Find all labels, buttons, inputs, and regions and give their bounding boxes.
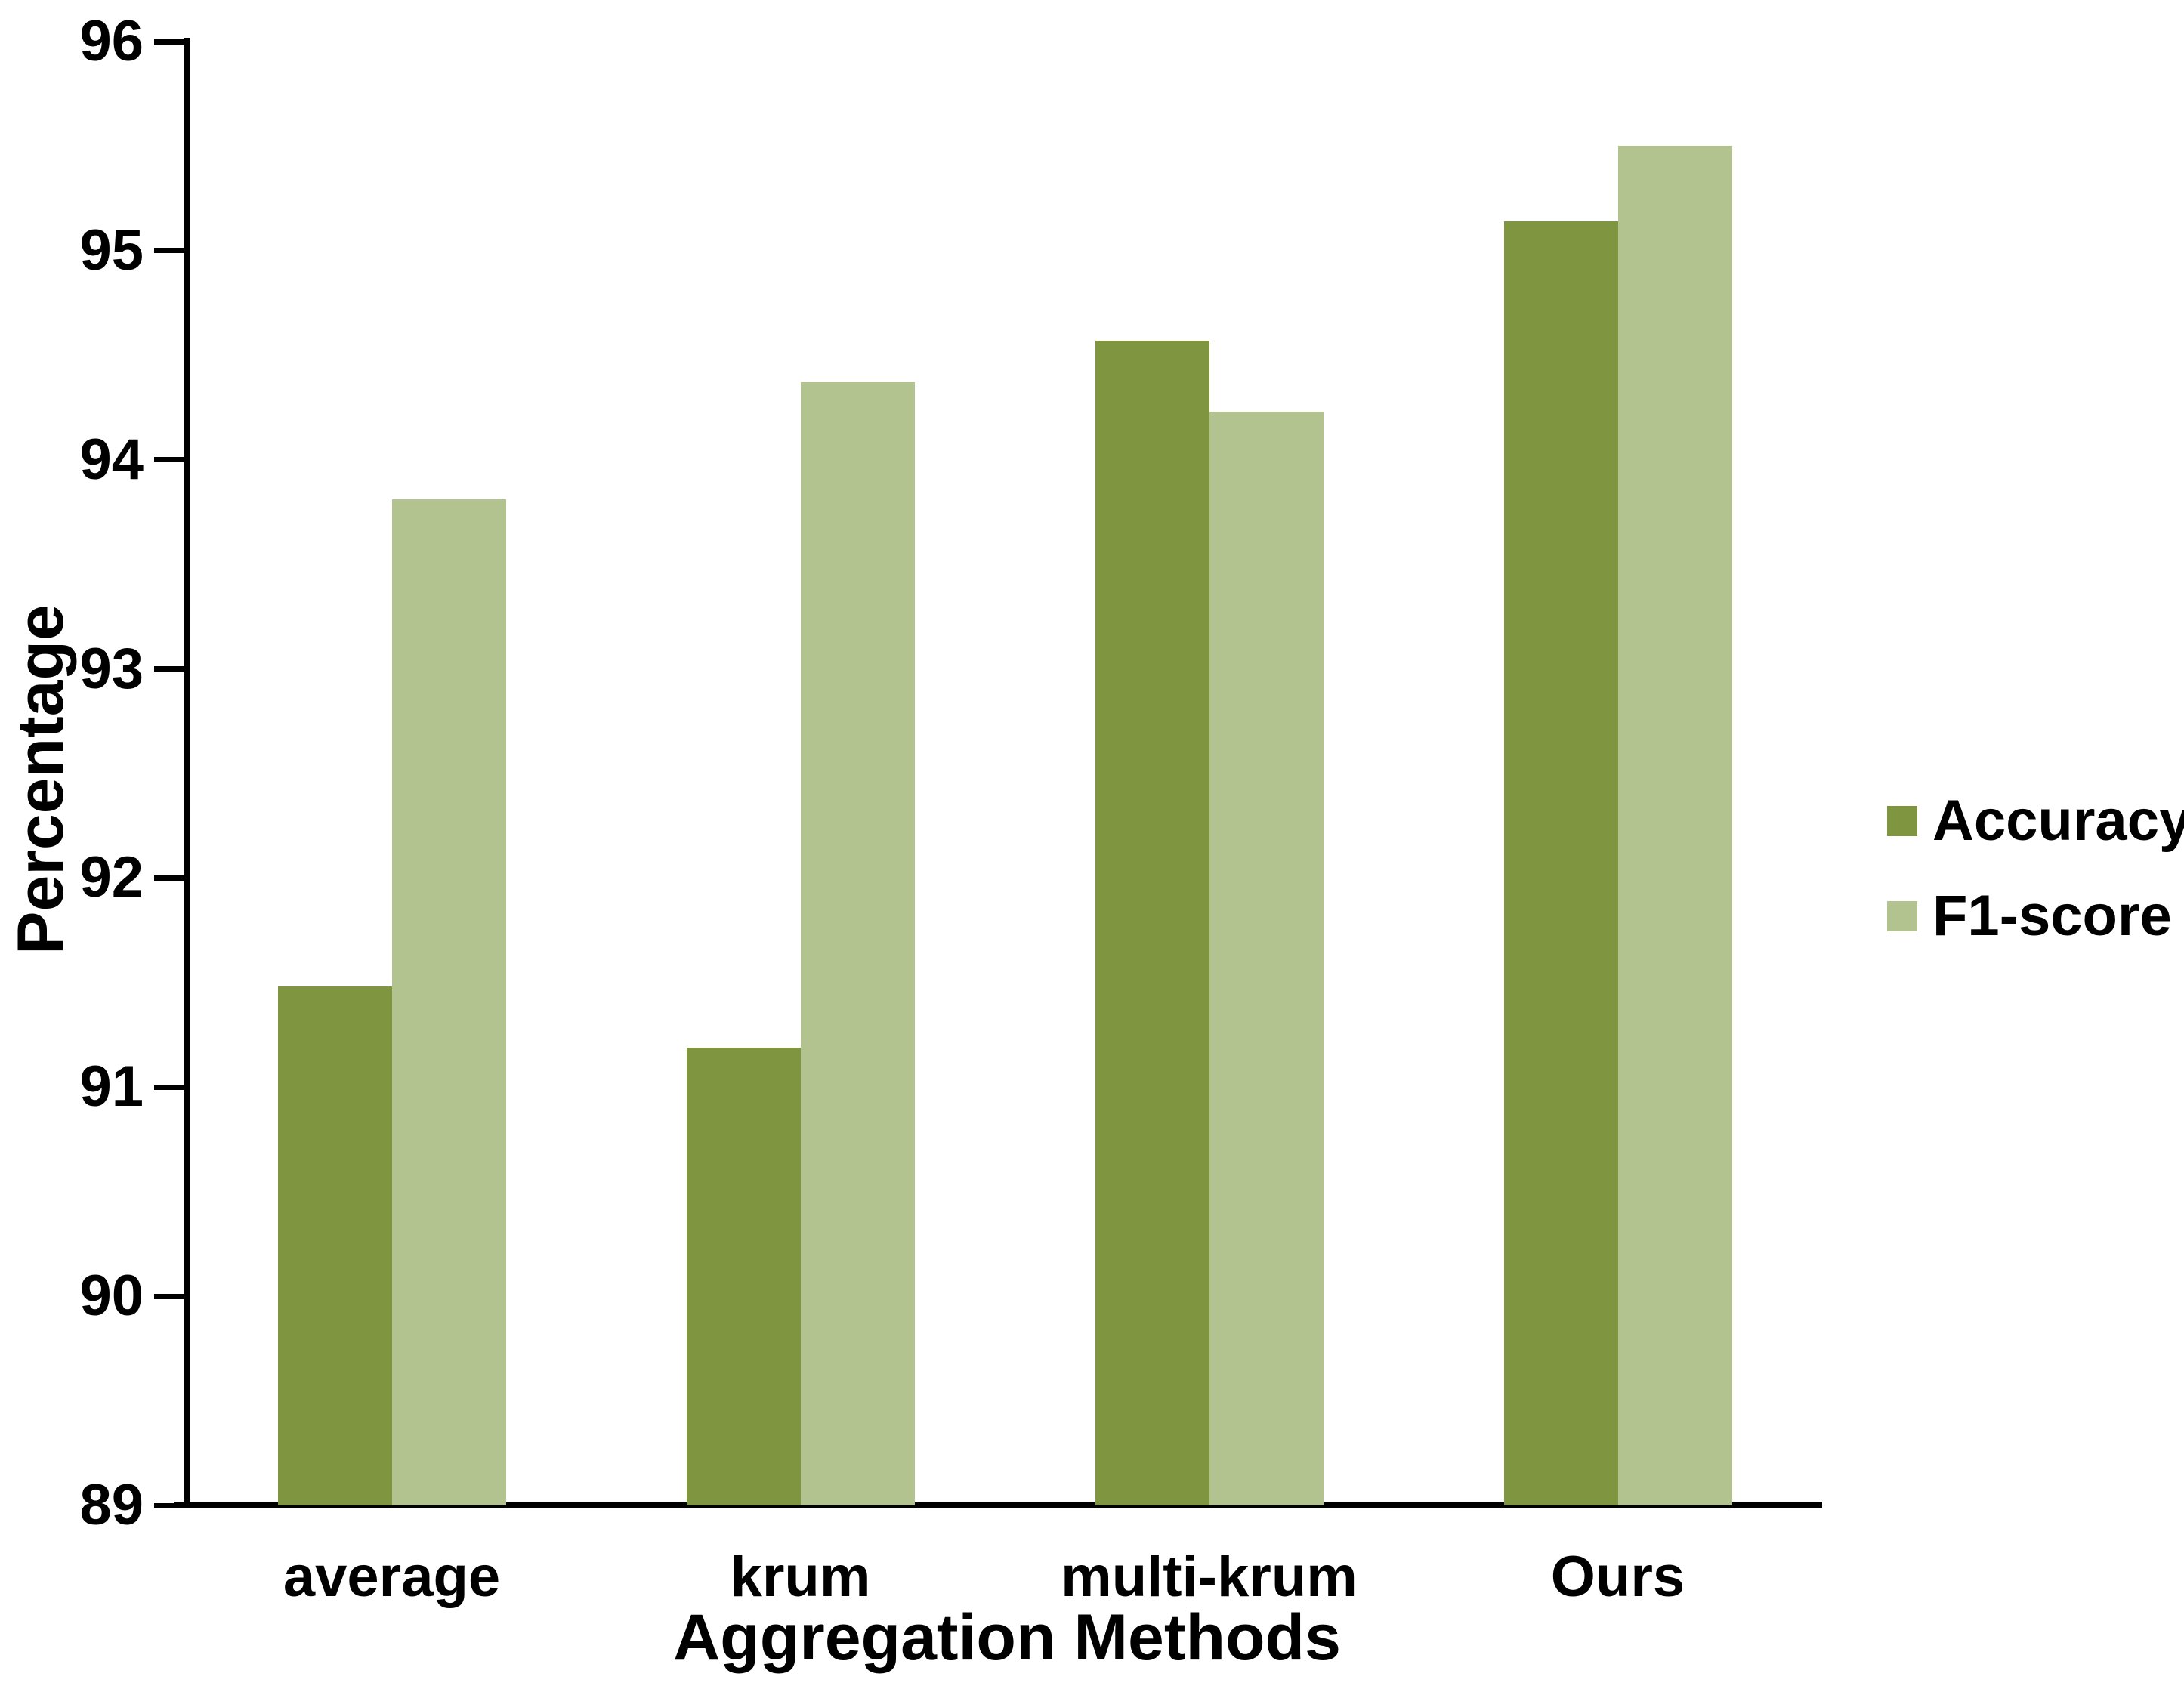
y-axis-line [184,38,190,1508]
legend-label-accuracy: Accuracy [1932,789,2184,853]
legend-item-f1-score: F1-score [1887,881,2184,952]
legend: Accuracy F1-score [1887,786,2184,976]
bar-ours-accuracy [1503,221,1618,1505]
x-category-label-krum: krum [730,1545,871,1609]
x-axis-title: Aggregation Methods [673,1601,1341,1674]
y-tick-label: 93 [79,636,144,701]
bar-multi-krum-f1-score [1209,412,1324,1505]
x-category-label-average: average [283,1545,501,1609]
y-tick-mark [154,39,187,45]
y-tick-mark [154,1502,187,1508]
y-tick-label: 95 [79,218,144,282]
legend-item-accuracy: Accuracy [1887,786,2184,857]
y-tick-label: 94 [79,427,144,492]
y-tick-mark [154,1293,187,1299]
y-axis-title: Percentage [5,604,77,955]
bar-krum-f1-score [800,382,915,1505]
f1-score-swatch-icon [1887,901,1917,931]
y-tick-mark [154,1084,187,1090]
legend-label-f1-score: F1-score [1932,884,2172,948]
x-category-label-ours: Ours [1550,1545,1685,1609]
x-axis-line [174,1502,1822,1508]
accuracy-swatch-icon [1887,806,1917,836]
y-tick-label: 92 [79,845,144,910]
bar-average-accuracy [277,986,392,1505]
y-tick-label: 91 [79,1054,144,1119]
y-tick-label: 96 [79,9,144,73]
bar-krum-accuracy [686,1047,801,1505]
y-tick-label: 89 [79,1473,144,1537]
y-tick-label: 90 [79,1264,144,1329]
y-tick-mark [154,457,187,463]
y-tick-mark [154,248,187,254]
bar-ours-f1-score [1617,146,1732,1505]
y-tick-mark [154,666,187,672]
bar-multi-krum-accuracy [1095,340,1209,1505]
y-tick-mark [154,875,187,881]
x-category-label-multi-krum: multi-krum [1061,1545,1358,1609]
bar-average-f1-score [391,499,506,1505]
